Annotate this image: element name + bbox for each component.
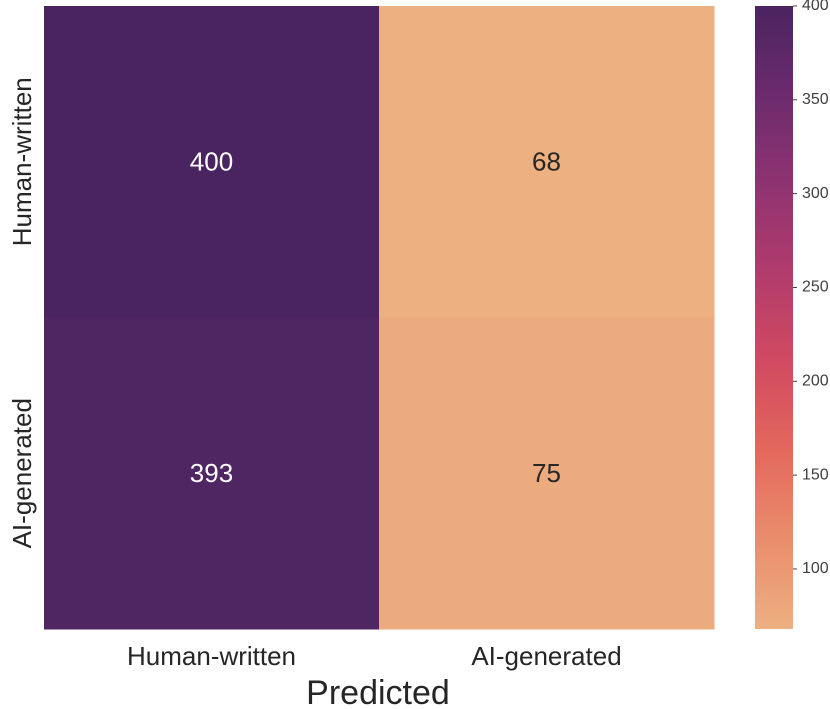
heatmap-cell bbox=[379, 317, 715, 630]
cell-value-label: 400 bbox=[190, 147, 233, 177]
y-tick-label: AI-generated bbox=[7, 398, 37, 548]
y-tick-label: Human-written bbox=[7, 77, 37, 246]
x-tick-labels: Human-written AI-generated bbox=[127, 641, 622, 671]
colorbar-tick-label: 200 bbox=[802, 373, 829, 390]
y-tick-labels: Human-written AI-generated bbox=[7, 77, 37, 548]
colorbar-tick-label: 100 bbox=[802, 560, 829, 577]
cell-value-label: 68 bbox=[532, 147, 561, 177]
cell-value-label: 393 bbox=[190, 458, 233, 488]
colorbar-tick-label: 150 bbox=[802, 466, 829, 483]
x-axis-title: Predicted bbox=[306, 674, 450, 709]
heatmap-cell bbox=[379, 6, 715, 318]
heatmap-cells bbox=[44, 6, 715, 630]
heatmap-cell-labels: 400 68 393 75 bbox=[190, 147, 561, 489]
x-tick-label: Human-written bbox=[127, 641, 296, 671]
colorbar-tick-label: 250 bbox=[802, 279, 829, 296]
heatmap-cell bbox=[44, 317, 380, 630]
colorbar-tick-label: 400 bbox=[802, 0, 829, 14]
cell-value-label: 75 bbox=[532, 458, 561, 488]
colorbar-tick-label: 300 bbox=[802, 185, 829, 202]
colorbar: 100 150 200 250 300 350 400 bbox=[755, 0, 829, 629]
heatmap-cell bbox=[44, 6, 380, 318]
colorbar-ticks: 100 150 200 250 300 350 400 bbox=[793, 0, 829, 577]
x-tick-label: AI-generated bbox=[471, 641, 621, 671]
colorbar-tick-label: 350 bbox=[802, 91, 829, 108]
colorbar-gradient bbox=[755, 6, 793, 629]
